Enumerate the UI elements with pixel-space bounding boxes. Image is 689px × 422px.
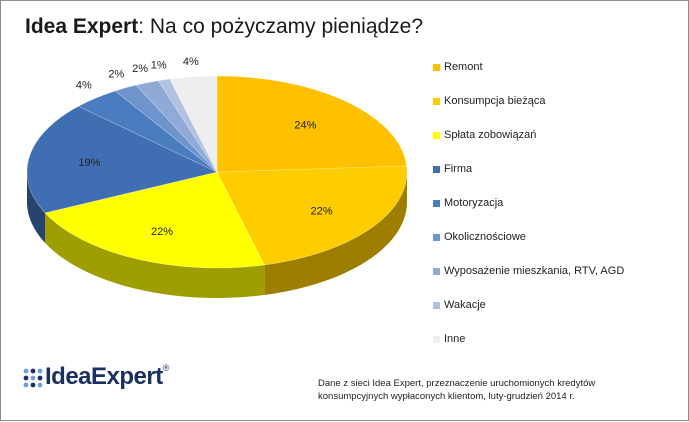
pie-slice-7 (157, 78, 218, 173)
legend-label-3: Firma (444, 163, 473, 175)
pie-label-3: 19% (78, 157, 100, 169)
pie-label-4: 4% (76, 80, 92, 92)
pie-slices (26, 75, 408, 269)
legend-label-5: Okolicznościowe (444, 231, 526, 243)
pie-label-0: 24% (294, 119, 316, 131)
pie-label-5: 2% (108, 69, 124, 81)
pie-sides (27, 172, 407, 298)
legend-swatch-2 (433, 132, 440, 139)
pie-slice-3 (26, 105, 218, 214)
pie-labels: 24%22%22%19%4%2% 2% 1% 4% (76, 56, 333, 238)
logo-text: IdeaExpert® (45, 363, 169, 391)
legend-label-1: Konsumpcja bieżąca (444, 95, 546, 107)
legend-swatch-1 (433, 98, 440, 105)
legend-label-7: Wakacje (444, 299, 486, 311)
legend-swatch-4 (433, 200, 440, 207)
legend-label-0: Remont (444, 61, 483, 73)
pie-slice-8 (169, 75, 218, 173)
pie-slice-5 (114, 84, 218, 173)
pie-label-6: 2% (132, 63, 148, 75)
pie-label-2: 22% (151, 226, 173, 238)
pie-side-2 (45, 212, 265, 298)
pie-slice-6 (135, 80, 218, 173)
logo-wordmark: IdeaExpert (45, 363, 163, 390)
legend-swatch-0 (433, 64, 440, 71)
pie-slice-4 (77, 90, 218, 173)
legend-label-8: Inne (444, 333, 466, 345)
legend-label-4: Motoryzacja (444, 197, 504, 209)
pie-side-1 (264, 172, 407, 295)
source-footnote: Dane z sieci Idea Expert, przeznaczenie … (318, 378, 596, 402)
chart-title-brand: Idea Expert (25, 15, 139, 38)
chart-title: Idea Expert: Na co pożyczamy pieniądze? (25, 15, 423, 39)
legend-swatch-3 (433, 166, 440, 173)
pie-side-3 (27, 172, 46, 243)
logo-registered-mark: ® (162, 363, 170, 373)
pie-slice-0 (216, 75, 407, 173)
pie-label-8: 4% (183, 56, 199, 68)
logo-dots-icon (23, 368, 43, 388)
legend-swatch-6 (433, 268, 440, 275)
legend-swatch-5 (433, 234, 440, 241)
legend-label-2: Spłata zobowiązań (444, 129, 537, 141)
legend-swatch-8 (433, 336, 440, 343)
chart-title-text: : Na co pożyczamy pieniądze? (138, 15, 424, 38)
pie-label-7: 1% (151, 60, 167, 72)
pie-slice-1 (216, 165, 408, 266)
legend-swatch-7 (433, 302, 440, 309)
pie-slice-2 (44, 171, 265, 269)
pie-label-1: 22% (310, 205, 332, 217)
legend-label-6: Wyposażenie mieszkania, RTV, AGD (444, 265, 625, 277)
